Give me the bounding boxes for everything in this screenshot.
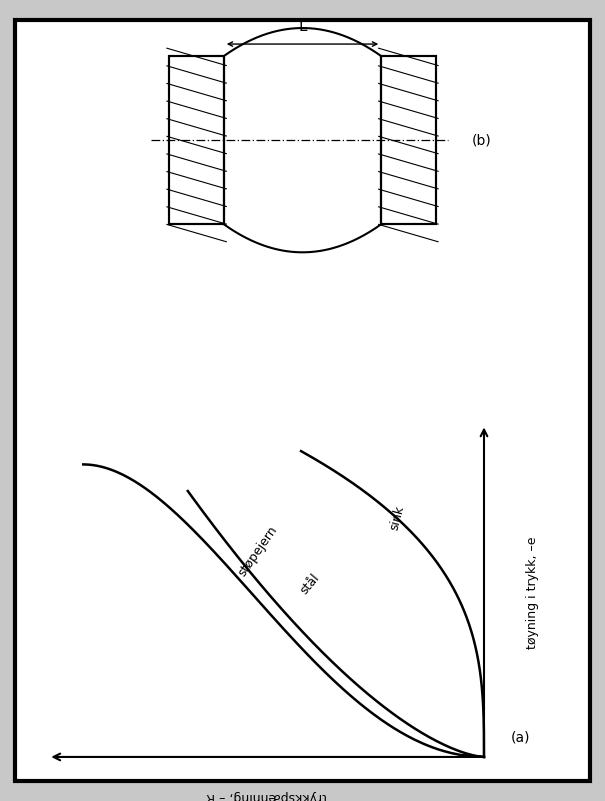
Text: tøyning i trykk, –e: tøyning i trykk, –e (526, 537, 539, 649)
Bar (381, 56, 436, 224)
Text: sink: sink (387, 504, 407, 531)
Text: (a): (a) (511, 731, 530, 745)
Text: (b): (b) (472, 133, 492, 147)
Bar (169, 56, 224, 224)
Text: støpejern: støpejern (235, 523, 280, 578)
FancyBboxPatch shape (15, 20, 590, 781)
Text: L: L (298, 18, 307, 34)
Text: trykkspænning, – R: trykkspænning, – R (206, 791, 327, 801)
Bar (381, 56, 436, 224)
Bar (169, 56, 224, 224)
Text: stål: stål (298, 571, 322, 597)
